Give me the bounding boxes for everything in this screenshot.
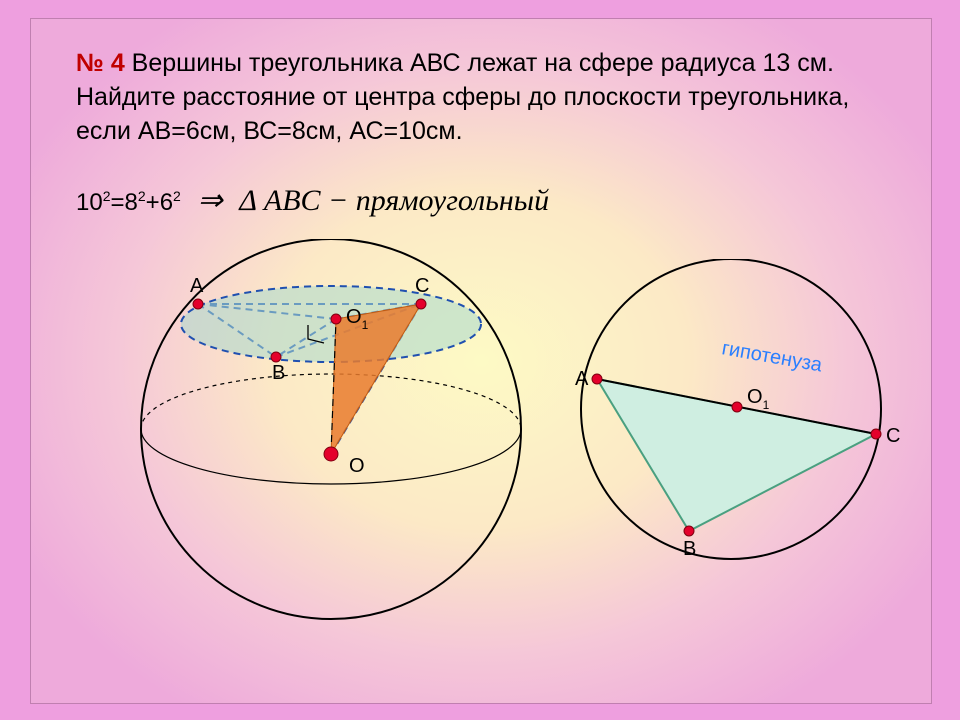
label2-O1: О1 xyxy=(747,386,770,412)
label-O: О xyxy=(349,455,365,477)
label2-A: А xyxy=(575,368,589,390)
label-C: С xyxy=(415,275,429,297)
label-B: В xyxy=(272,362,285,384)
slide-frame: № 4 Вершины треугольника АВС лежат на сф… xyxy=(30,18,932,704)
problem-number: № 4 xyxy=(76,49,125,77)
label2-B: В xyxy=(683,538,696,560)
implies-symbol: ⇒ xyxy=(198,184,223,217)
label2-C: С xyxy=(886,425,900,447)
problem-text: № 4 Вершины треугольника АВС лежат на сф… xyxy=(76,47,896,148)
sphere-diagram: А В С О О1 xyxy=(61,239,601,719)
conclusion-text: Δ ABC − прямоугольный xyxy=(239,184,549,217)
problem-body: Вершины треугольника АВС лежат на сфере … xyxy=(76,49,849,145)
cutting-plane xyxy=(181,286,481,362)
equator-back xyxy=(141,374,521,429)
circle-diagram: гипотенуза А В С О1 xyxy=(551,259,931,619)
label-A: А xyxy=(190,275,204,297)
pythagoras: 102=82+62 xyxy=(76,189,181,216)
derivation-line: 102=82+62 ⇒ Δ ABC − прямоугольный xyxy=(76,183,549,218)
hypotenuse-label: гипотенуза xyxy=(720,337,825,376)
